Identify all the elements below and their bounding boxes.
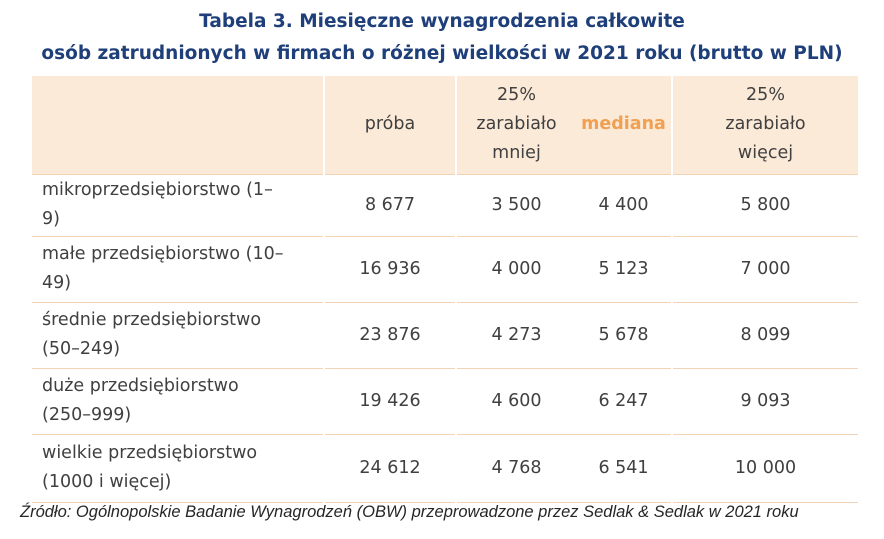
cell-probe: 23 876 bbox=[323, 302, 456, 368]
header-median: mediana bbox=[576, 76, 672, 174]
header-q75-line-3: więcej bbox=[737, 143, 794, 164]
header-q75-line-1: 25% bbox=[746, 85, 785, 106]
row-label-line-2: (50–249) bbox=[42, 339, 121, 359]
row-label: mikroprzedsiębiorstwo (1– 9) bbox=[32, 174, 324, 236]
header-q25-line-3: mniej bbox=[492, 143, 541, 164]
header-q75-line-2: zarabiało bbox=[725, 114, 806, 135]
row-label-line-2: (250–999) bbox=[42, 405, 132, 425]
table-row: średnie przedsiębiorstwo (50–249) 23 876 … bbox=[32, 302, 858, 368]
header-q25-line-2: zarabiało bbox=[476, 114, 557, 135]
table-row: wielkie przedsiębiorstwo (1000 i więcej) … bbox=[32, 434, 858, 502]
table-row: mikroprzedsiębiorstwo (1– 9) 8 677 3 500 … bbox=[32, 174, 858, 236]
row-label-line-1: mikroprzedsiębiorstwo (1– bbox=[42, 180, 273, 200]
row-label-line-1: wielkie przedsiębiorstwo bbox=[42, 443, 258, 463]
cell-q25: 3 500 bbox=[455, 174, 576, 236]
cell-q75: 8 099 bbox=[671, 302, 858, 368]
row-label: małe przedsiębiorstwo (10– 49) bbox=[32, 236, 324, 302]
cell-probe: 16 936 bbox=[323, 236, 456, 302]
cell-q75: 7 000 bbox=[671, 236, 858, 302]
cell-probe: 19 426 bbox=[323, 368, 456, 434]
row-label-line-2: 9) bbox=[42, 209, 60, 229]
row-label-line-1: małe przedsiębiorstwo (10– bbox=[42, 244, 284, 264]
row-label: średnie przedsiębiorstwo (50–249) bbox=[32, 302, 324, 368]
header-probe: próba bbox=[323, 76, 456, 174]
cell-q25: 4 000 bbox=[455, 236, 576, 302]
cell-probe: 24 612 bbox=[323, 434, 456, 502]
header-probe-label: próba bbox=[364, 114, 416, 135]
header-row: próba 25% zarabiało mniej mediana 25% za… bbox=[32, 76, 858, 174]
header-median-label: mediana bbox=[581, 114, 666, 135]
cell-q25: 4 273 bbox=[455, 302, 576, 368]
cell-median: 4 400 bbox=[598, 194, 649, 215]
header-empty-cell bbox=[32, 76, 324, 174]
row-label-line-2: 49) bbox=[42, 273, 72, 293]
row-label: duże przedsiębiorstwo (250–999) bbox=[32, 368, 324, 434]
cell-q25: 4 600 bbox=[455, 368, 576, 434]
table-header: próba 25% zarabiało mniej mediana 25% za… bbox=[32, 76, 858, 174]
cell-median: 5 123 bbox=[598, 258, 649, 279]
source-note: Źródło: Ogólnopolskie Badanie Wynagrodze… bbox=[20, 503, 799, 521]
table-title-line-2: osób zatrudnionych w firmach o różnej wi… bbox=[41, 43, 843, 64]
header-q25-line-1: 25% bbox=[497, 85, 536, 106]
table-title-line-1: Tabela 3. Miesięczne wynagrodzenia całko… bbox=[199, 11, 685, 32]
header-q75: 25% zarabiało więcej bbox=[671, 76, 858, 174]
salary-table: próba 25% zarabiało mniej mediana 25% za… bbox=[32, 76, 858, 503]
table-row: małe przedsiębiorstwo (10– 49) 16 936 4 0… bbox=[32, 236, 858, 302]
cell-median: 6 247 bbox=[598, 390, 649, 411]
table-row: duże przedsiębiorstwo (250–999) 19 426 4 … bbox=[32, 368, 858, 434]
table-body: mikroprzedsiębiorstwo (1– 9) 8 677 3 500 … bbox=[32, 174, 858, 502]
header-q25: 25% zarabiało mniej bbox=[455, 76, 576, 174]
cell-probe: 8 677 bbox=[323, 174, 456, 236]
row-label-line-2: (1000 i więcej) bbox=[42, 472, 172, 492]
row-label-line-1: duże przedsiębiorstwo bbox=[42, 376, 239, 396]
cell-q75: 5 800 bbox=[671, 174, 858, 236]
cell-q75: 9 093 bbox=[671, 368, 858, 434]
row-label-line-1: średnie przedsiębiorstwo bbox=[42, 310, 262, 330]
cell-median: 6 541 bbox=[598, 457, 649, 478]
row-label: wielkie przedsiębiorstwo (1000 i więcej) bbox=[32, 434, 324, 502]
cell-q25: 4 768 bbox=[455, 434, 576, 502]
cell-median: 5 678 bbox=[598, 324, 649, 345]
cell-q75: 10 000 bbox=[671, 434, 858, 502]
